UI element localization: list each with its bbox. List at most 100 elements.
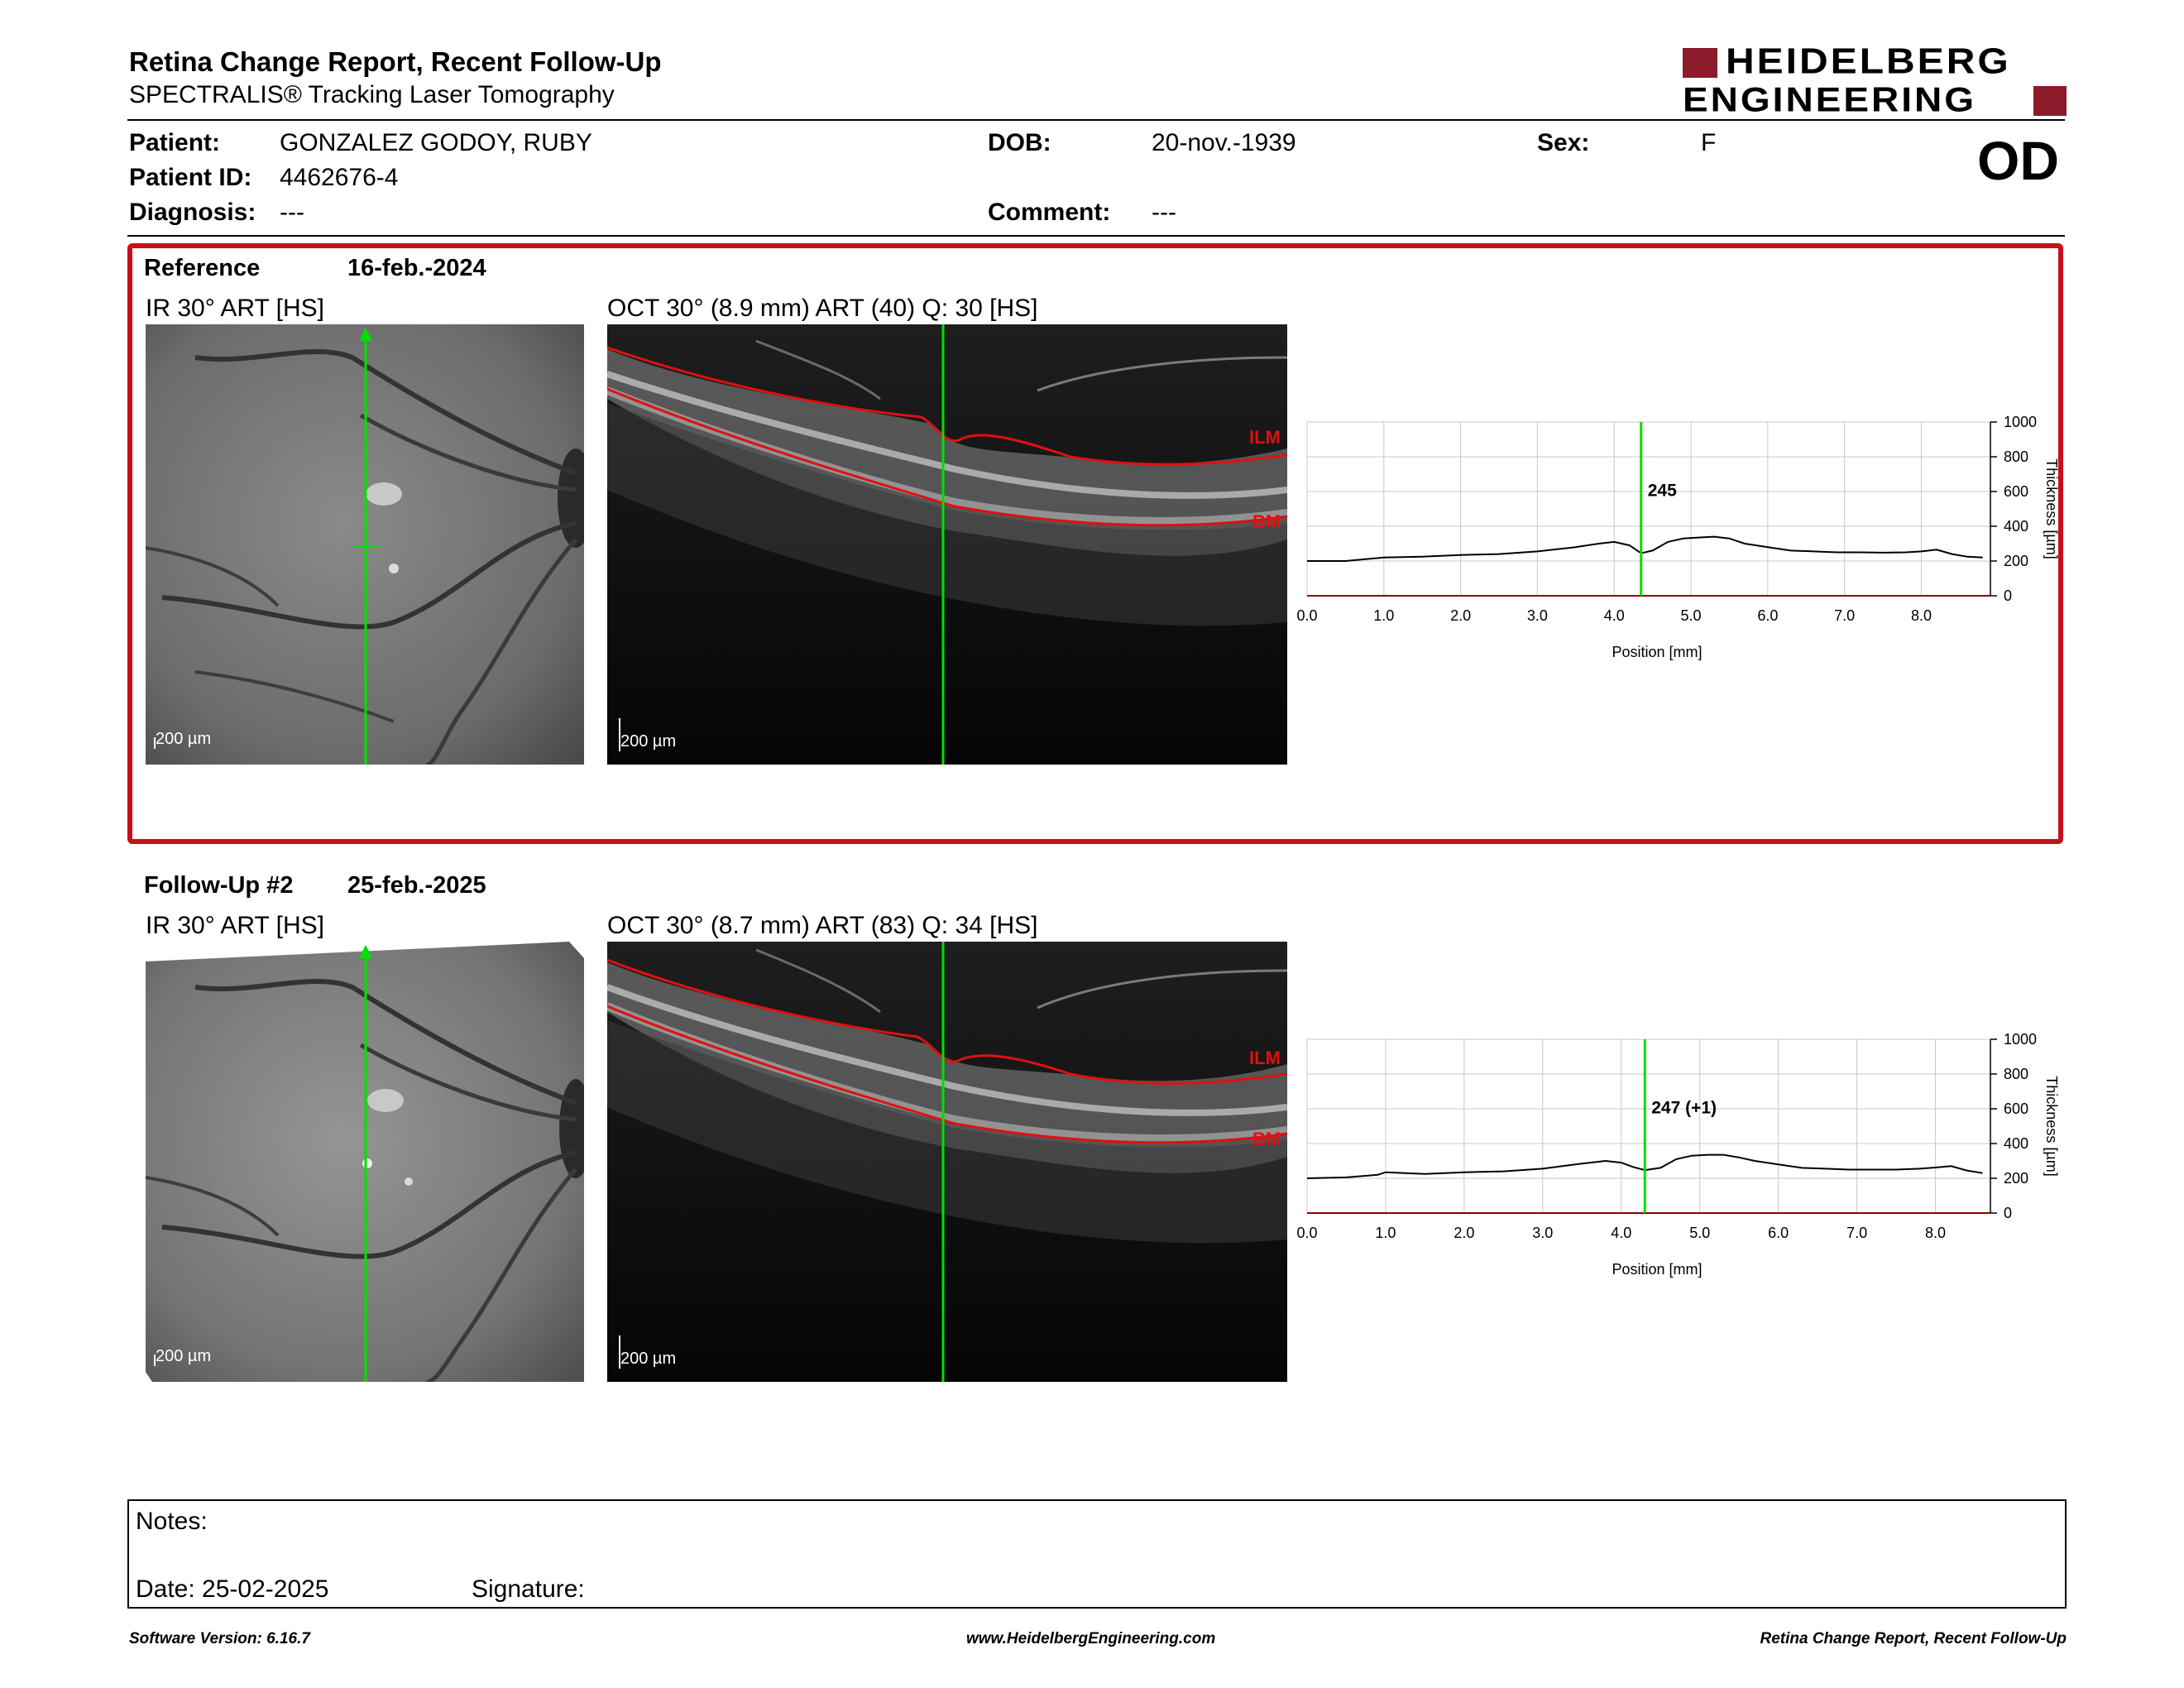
chart-ytick-label: 0 bbox=[2004, 587, 2012, 604]
chart-xtick-label: 6.0 bbox=[1757, 607, 1778, 624]
chart-series-line bbox=[1306, 1153, 1983, 1179]
chart-xtick-label: 4.0 bbox=[1611, 1225, 1631, 1241]
followup-label: Follow-Up #2 bbox=[144, 872, 294, 899]
chart-ytick-label: 800 bbox=[2004, 448, 2028, 465]
chart-ytick-label: 400 bbox=[2004, 1135, 2028, 1152]
patient-rule bbox=[127, 235, 2065, 237]
reference-oct-image[interactable]: ILM BM 200 µm bbox=[607, 324, 1287, 765]
chart-y-axis-label: Thickness [µm] bbox=[2043, 1076, 2060, 1176]
chart-plot-area bbox=[1306, 1038, 1991, 1214]
reference-bm-label: BM bbox=[1252, 511, 1281, 532]
reference-ilm-label: ILM bbox=[1249, 427, 1281, 448]
footer-website[interactable]: www.HeidelbergEngineering.com bbox=[966, 1630, 1216, 1647]
chart-ytick-label: 200 bbox=[2004, 553, 2028, 569]
patient-id-label: Patient ID: bbox=[129, 164, 252, 191]
chart-plot-area bbox=[1306, 421, 1991, 597]
chart-xtick-label: 8.0 bbox=[1911, 607, 1932, 624]
followup-oct-scale: 200 µm bbox=[619, 1336, 676, 1369]
reference-ir-label: IR 30° ART [HS] bbox=[146, 295, 324, 322]
chart-x-axis-label: Position [mm] bbox=[1612, 1261, 1702, 1278]
followup-bscan bbox=[607, 942, 1287, 1382]
chart-ytick-label: 0 bbox=[2004, 1205, 2012, 1221]
chart-ytick-label: 1000 bbox=[2004, 1031, 2037, 1048]
reference-frame bbox=[127, 243, 2063, 844]
chart-xtick-label: 8.0 bbox=[1925, 1225, 1946, 1241]
report-subtitle: SPECTRALIS® Tracking Laser Tomography bbox=[129, 81, 615, 108]
reference-ir-image[interactable]: 200 µm bbox=[146, 324, 584, 765]
logo-square-bottom bbox=[2033, 86, 2067, 116]
chart-ytick-label: 400 bbox=[2004, 518, 2028, 535]
footer-report-name: Retina Change Report, Recent Follow-Up bbox=[1760, 1630, 2067, 1647]
followup-bm-label: BM bbox=[1252, 1129, 1281, 1149]
reference-ir-scale-text: 200 µm bbox=[156, 730, 212, 748]
chart-xtick-label: 2.0 bbox=[1450, 607, 1471, 624]
comment-label: Comment: bbox=[988, 199, 1111, 226]
footer-software-version: Software Version: 6.16.7 bbox=[129, 1630, 310, 1647]
notes-box[interactable]: Notes: Date: 25-02-2025 Signature: bbox=[127, 1499, 2067, 1609]
report-title: Retina Change Report, Recent Follow-Up bbox=[129, 46, 662, 77]
chart-xtick-label: 3.0 bbox=[1532, 1225, 1553, 1241]
followup-ir-image[interactable]: 200 µm bbox=[146, 942, 584, 1382]
chart-series-line bbox=[1307, 535, 1983, 562]
chart-ytick-label: 1000 bbox=[2004, 414, 2037, 430]
chart-marker-label: 247 (+1) bbox=[1651, 1099, 1717, 1118]
followup-fundus bbox=[146, 942, 584, 1382]
chart-ytick-label: 200 bbox=[2004, 1170, 2028, 1187]
chart-ytick-label: 600 bbox=[2004, 1101, 2028, 1117]
logo-square-top bbox=[1683, 48, 1717, 78]
followup-ir-scale-text: 200 µm bbox=[156, 1347, 212, 1365]
followup-ilm-label: ILM bbox=[1249, 1048, 1281, 1068]
reference-fundus bbox=[146, 324, 584, 765]
dob-value: 20-nov.-1939 bbox=[1152, 129, 1296, 156]
reference-oct-scale-text: 200 µm bbox=[620, 732, 677, 750]
reference-bscan bbox=[607, 324, 1287, 765]
chart-xtick-label: 1.0 bbox=[1373, 607, 1394, 624]
reference-thickness-chart: 0 200 400 600 800 1000 0.0 1.0 2.0 3.0 4.0 5.0 6.0 7.… bbox=[1296, 414, 2060, 660]
dob-label: DOB: bbox=[988, 129, 1051, 156]
sex-value: F bbox=[1701, 129, 1717, 156]
followup-ir-scale: 200 µm bbox=[154, 1347, 211, 1366]
notes-signature: Signature: bbox=[472, 1575, 585, 1603]
diagnosis-label: Diagnosis: bbox=[129, 199, 256, 226]
notes-label: Notes: bbox=[136, 1508, 208, 1535]
chart-xtick-label: 1.0 bbox=[1375, 1225, 1396, 1241]
diagnosis-value: --- bbox=[280, 199, 304, 226]
followup-thickness-chart: 0 200 400 600 800 1000 0.0 1.0 2.0 3.0 4.0 5.0 6.0 7.… bbox=[1296, 1031, 2060, 1278]
reference-date: 16-feb.-2024 bbox=[347, 255, 486, 281]
chart-ytick-label: 600 bbox=[2004, 483, 2028, 500]
chart-y-axis-label: Thickness [µm] bbox=[2043, 458, 2060, 559]
chart-xtick-label: 7.0 bbox=[1846, 1225, 1867, 1241]
chart-xtick-label: 4.0 bbox=[1604, 607, 1625, 624]
reference-ir-scale: 200 µm bbox=[154, 730, 211, 749]
chart-xtick-label: 2.0 bbox=[1454, 1225, 1474, 1241]
chart-xtick-label: 7.0 bbox=[1834, 607, 1855, 624]
logo-line-2: ENGINEERING bbox=[1683, 79, 1977, 119]
logo-line-1: HEIDELBERG bbox=[1726, 41, 2011, 82]
patient-id-value: 4462676-4 bbox=[280, 164, 399, 191]
reference-label: Reference bbox=[144, 255, 261, 281]
eye-indicator: OD bbox=[1977, 130, 2059, 191]
header-rule bbox=[127, 119, 2065, 121]
heidelberg-logo: HEIDELBERG ENGINEERING bbox=[1683, 42, 2067, 119]
followup-oct-image[interactable]: ILM BM 200 µm bbox=[607, 942, 1287, 1382]
followup-oct-scale-text: 200 µm bbox=[620, 1350, 677, 1368]
chart-xtick-label: 6.0 bbox=[1768, 1225, 1789, 1241]
patient-name: GONZALEZ GODOY, RUBY bbox=[280, 129, 592, 156]
chart-xtick-label: 5.0 bbox=[1689, 1225, 1710, 1241]
chart-marker-label: 245 bbox=[1648, 482, 1677, 501]
patient-label: Patient: bbox=[129, 129, 221, 156]
followup-oct-label: OCT 30° (8.7 mm) ART (83) Q: 34 [HS] bbox=[607, 912, 1038, 939]
reference-oct-scale: 200 µm bbox=[619, 718, 676, 751]
followup-ir-label: IR 30° ART [HS] bbox=[146, 912, 324, 939]
chart-ytick-label: 800 bbox=[2004, 1066, 2028, 1082]
sex-label: Sex: bbox=[1537, 129, 1590, 156]
followup-date: 25-feb.-2025 bbox=[347, 872, 486, 899]
chart-xtick-label: 3.0 bbox=[1527, 607, 1548, 624]
chart-xtick-label: 5.0 bbox=[1681, 607, 1702, 624]
chart-xtick-label: 0.0 bbox=[1296, 1225, 1317, 1241]
reference-oct-label: OCT 30° (8.9 mm) ART (40) Q: 30 [HS] bbox=[607, 295, 1038, 322]
chart-x-axis-label: Position [mm] bbox=[1612, 644, 1702, 660]
chart-xtick-label: 0.0 bbox=[1296, 607, 1317, 624]
comment-value: --- bbox=[1152, 199, 1176, 226]
notes-date: Date: 25-02-2025 bbox=[136, 1575, 329, 1603]
